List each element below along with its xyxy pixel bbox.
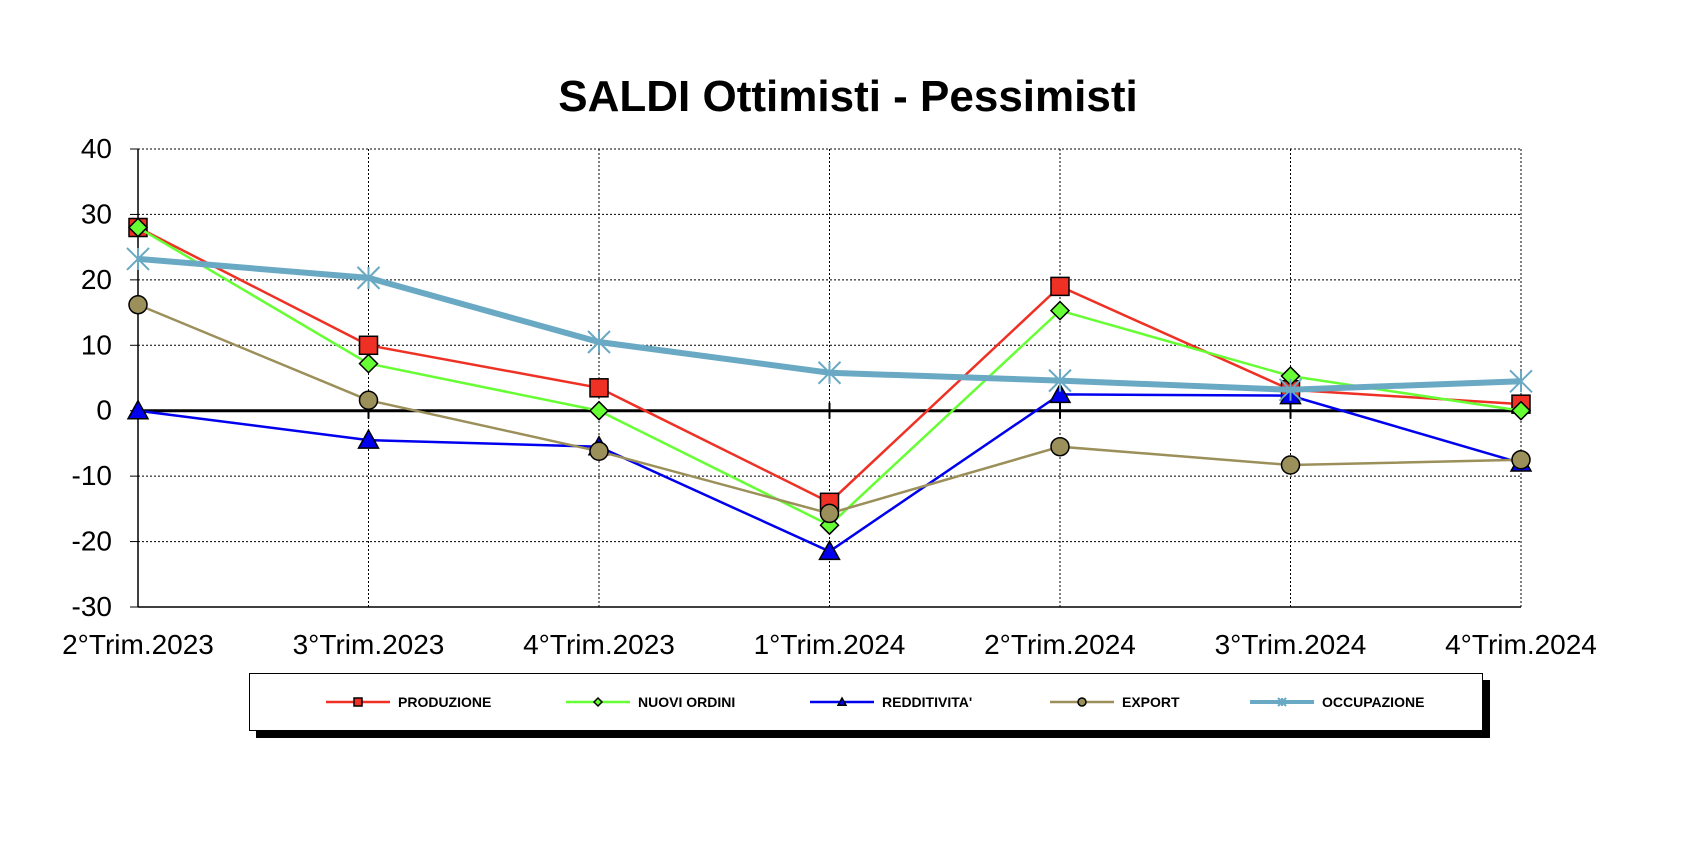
data-point xyxy=(1077,697,1087,707)
x-tick-label: 4°Trim.2024 xyxy=(1445,629,1597,660)
y-tick-label: -30 xyxy=(72,591,112,622)
legend: PRODUZIONE NUOVI ORDINI REDDITIVITA' EXPORT… xyxy=(249,673,1483,731)
legend-swatch xyxy=(326,697,390,707)
data-point xyxy=(126,247,150,271)
x-tick-label: 2°Trim.2024 xyxy=(984,629,1136,660)
series-export xyxy=(128,294,1531,524)
legend-item: PRODUZIONE xyxy=(326,674,491,730)
data-point xyxy=(357,428,380,449)
x-tick-label: 3°Trim.2024 xyxy=(1215,629,1367,660)
data-point xyxy=(1050,436,1070,457)
data-point xyxy=(817,361,842,385)
data-point xyxy=(128,294,148,315)
data-point xyxy=(818,539,841,561)
x-tick-label: 3°Trim.2023 xyxy=(293,629,445,660)
data-point xyxy=(836,696,848,706)
legend-item: EXPORT xyxy=(1050,674,1180,730)
data-point xyxy=(1509,369,1533,393)
legend-label: OCCUPAZIONE xyxy=(1322,694,1425,710)
legend-label: REDDITIVITA' xyxy=(882,694,973,710)
legend-swatch xyxy=(810,696,874,706)
y-tick-label: 20 xyxy=(81,264,112,295)
data-point xyxy=(1277,697,1287,707)
data-point xyxy=(588,400,610,421)
data-point xyxy=(1280,455,1301,475)
chart-title: SALDI Ottimisti - Pessimisti xyxy=(558,72,1138,121)
y-tick-label: 0 xyxy=(96,395,112,426)
data-point xyxy=(1511,450,1531,470)
data-point xyxy=(127,217,149,238)
data-point xyxy=(1048,382,1072,404)
x-tick-label: 2°Trim.2023 xyxy=(62,629,214,660)
data-point xyxy=(1050,276,1070,297)
data-point xyxy=(589,378,609,398)
plot-area: 40 30 20 10 0 -10 -20 -30 2°Trim.2023 3°Trim.2023… xyxy=(62,133,1597,660)
legend-label: NUOVI ORDINI xyxy=(638,694,736,710)
data-point xyxy=(819,503,840,524)
data-point xyxy=(353,697,363,707)
y-tick-label: -10 xyxy=(72,460,112,491)
y-tick-label: 30 xyxy=(81,198,112,229)
data-point xyxy=(1510,400,1532,421)
legend-swatch xyxy=(566,696,630,708)
data-point xyxy=(587,330,611,354)
data-point xyxy=(1278,378,1303,402)
data-point xyxy=(356,266,381,290)
legend-label: EXPORT xyxy=(1122,694,1180,710)
data-point xyxy=(1049,300,1071,321)
x-tick-label: 4°Trim.2023 xyxy=(523,629,675,660)
data-point xyxy=(358,335,379,356)
y-tick-label: -20 xyxy=(72,526,112,557)
data-point xyxy=(589,441,609,462)
data-point xyxy=(592,696,604,708)
legend-label: PRODUZIONE xyxy=(398,694,492,710)
data-point xyxy=(358,353,379,374)
legend-item: REDDITIVITA' xyxy=(810,674,972,730)
legend-item: OCCUPAZIONE xyxy=(1250,674,1424,730)
data-point xyxy=(1048,368,1072,393)
legend-item: NUOVI ORDINI xyxy=(566,674,735,730)
data-point xyxy=(358,390,379,410)
y-tick-label: 10 xyxy=(81,329,112,360)
legend-swatch xyxy=(1250,697,1314,707)
series-occupazione xyxy=(126,247,1533,402)
y-tick-label: 40 xyxy=(81,133,112,164)
legend-swatch xyxy=(1050,697,1114,707)
data-point xyxy=(126,399,150,420)
x-tick-label: 1°Trim.2024 xyxy=(754,629,906,660)
